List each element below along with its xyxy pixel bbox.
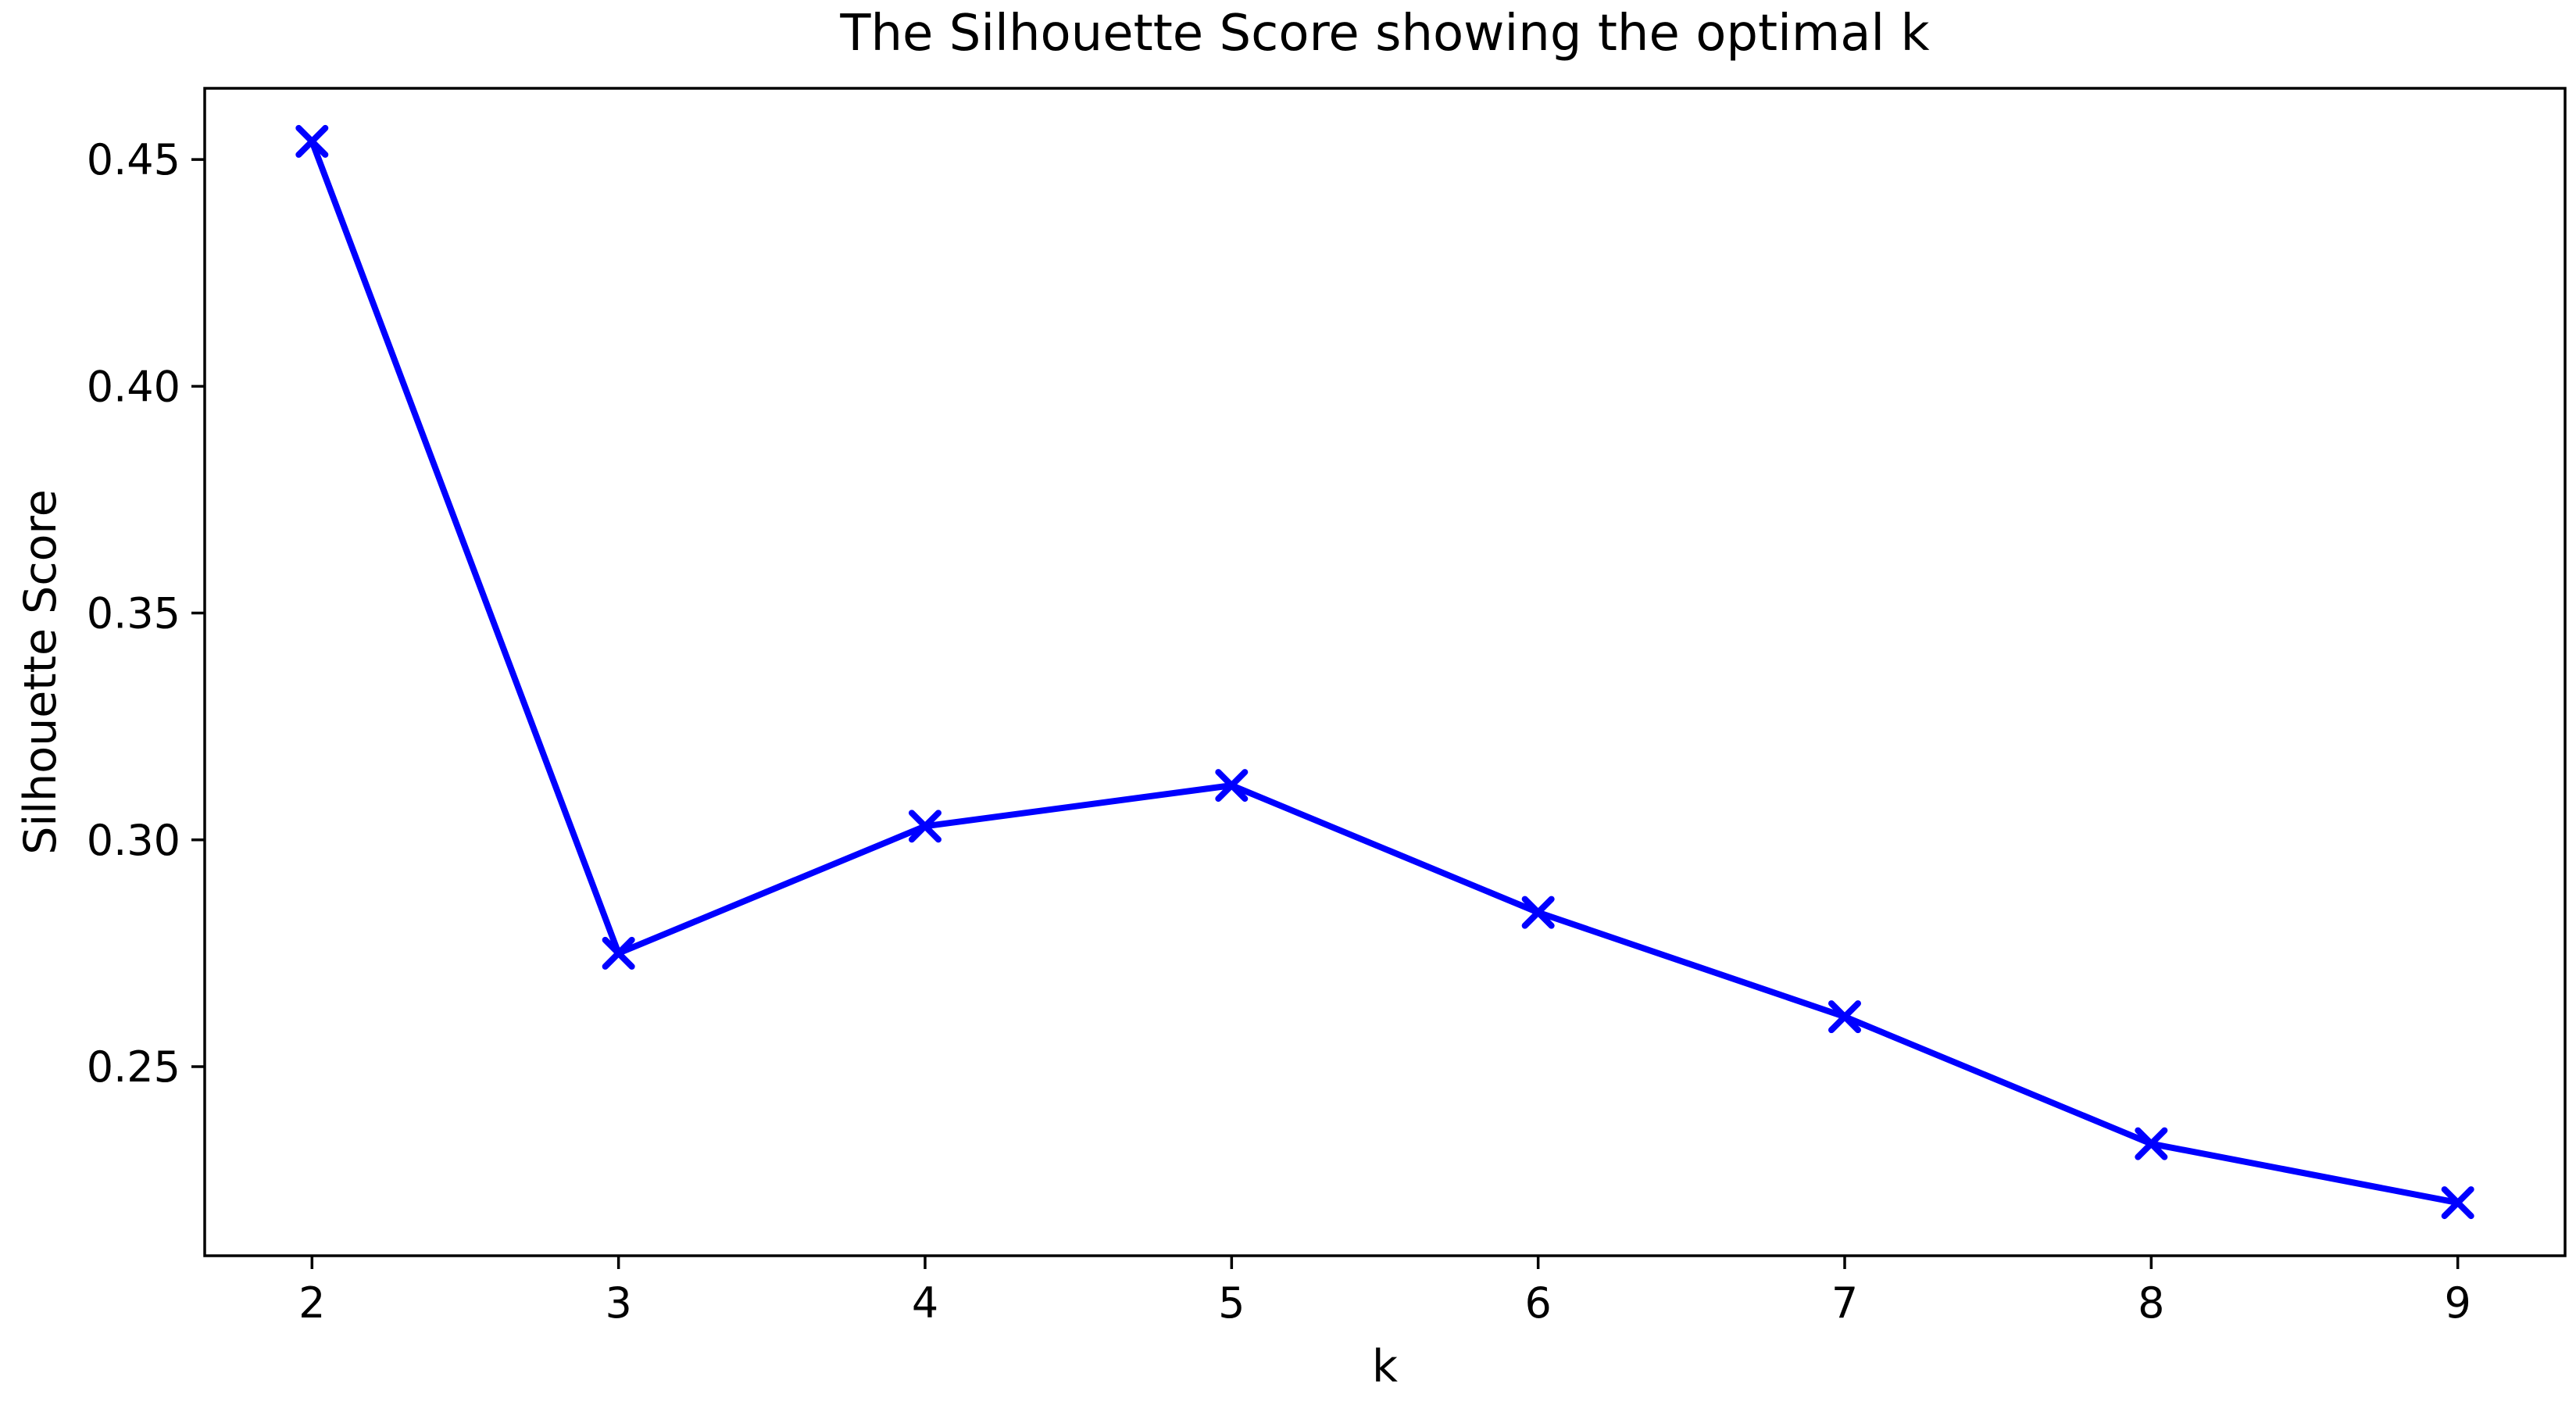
x-tick-label: 8 — [2138, 1278, 2164, 1328]
data-point-marker — [908, 810, 941, 843]
data-point-marker — [2135, 1127, 2168, 1160]
y-tick-label: 0.30 — [87, 816, 180, 865]
y-tick-label: 0.40 — [87, 362, 180, 411]
data-point-marker — [1521, 896, 1555, 929]
x-tick-label: 9 — [2445, 1278, 2471, 1328]
x-tick-label: 2 — [298, 1278, 325, 1328]
x-tick-label: 6 — [1524, 1278, 1551, 1328]
data-point-marker — [1828, 1000, 1862, 1034]
data-point-marker — [295, 124, 329, 158]
series-line — [309, 138, 2461, 1207]
x-tick-label: 4 — [912, 1278, 938, 1328]
x-tick-label: 7 — [1831, 1278, 1858, 1328]
y-tick-label: 0.25 — [87, 1042, 180, 1092]
data-point-marker — [602, 936, 635, 970]
x-axis-label: k — [1371, 1341, 1398, 1392]
data-point-marker — [2441, 1186, 2474, 1220]
x-tick-label: 5 — [1218, 1278, 1245, 1328]
x-tick-label: 3 — [605, 1278, 631, 1328]
plot-border — [203, 87, 2567, 1257]
chart-title: The Silhouette Score showing the optimal… — [840, 5, 1930, 63]
y-tick-label: 0.35 — [87, 589, 180, 638]
data-point-marker — [1215, 769, 1249, 803]
y-tick-label: 0.45 — [87, 135, 180, 184]
